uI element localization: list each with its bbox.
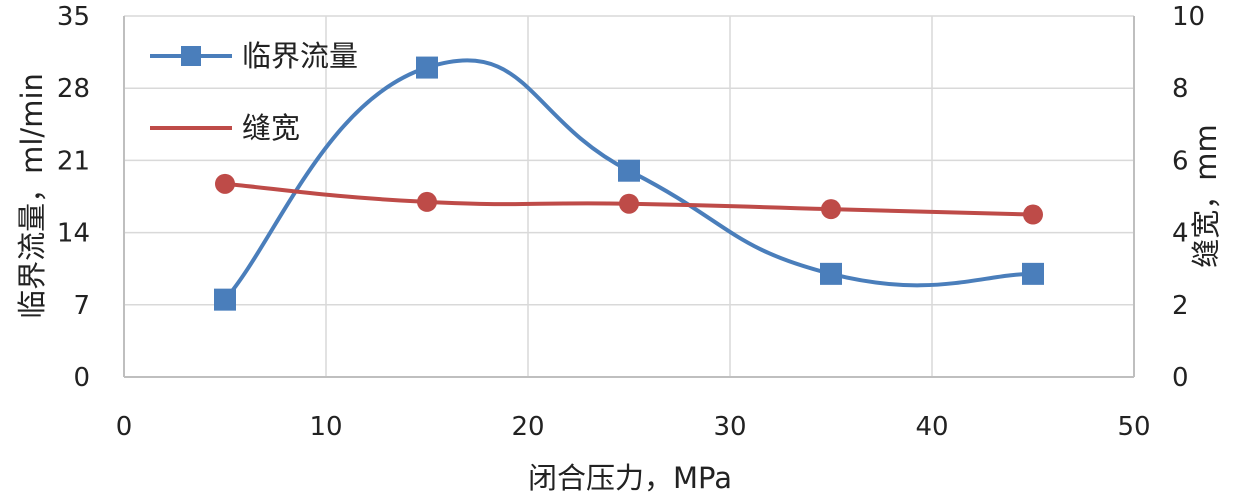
legend-label-width: 缝宽	[242, 111, 300, 145]
y2-axis-title: 缝宽，mm	[1189, 124, 1223, 268]
y2-tick-label-5: 10	[1172, 2, 1205, 32]
y2-tick-label-3: 6	[1172, 146, 1189, 176]
y-tick-label-1: 7	[73, 291, 90, 321]
series-line-0	[223, 58, 1034, 301]
x-tick-label-1: 10	[309, 412, 342, 442]
y-axis-title: 临界流量，ml/min	[15, 73, 49, 319]
series-0-point-1	[416, 56, 438, 79]
y-tick-label-4: 28	[57, 74, 90, 104]
x-axis-title: 闭合压力，MPa	[528, 461, 732, 495]
series-1-point-1	[417, 191, 437, 212]
legend-item-width: 缝宽	[150, 111, 300, 145]
y2-tick-label-4: 8	[1172, 74, 1189, 104]
series-1-point-0	[215, 173, 235, 194]
x-tick-label-0: 0	[116, 412, 133, 442]
x-tick-label-2: 20	[511, 412, 544, 442]
series-0-point-0	[214, 288, 236, 311]
legend: 临界流量 缝宽	[150, 39, 358, 145]
legend-marker-flow	[181, 46, 201, 66]
tick-labels: 0 10 20 30 40 50 0 7 14 21 28 35 0 2 4 6 8 10	[57, 2, 1205, 442]
x-tick-label-4: 40	[915, 412, 948, 442]
series-1-point-2	[619, 193, 639, 214]
y-tick-label-5: 35	[57, 2, 90, 32]
series-0-point-2	[618, 159, 640, 182]
y2-tick-label-1: 2	[1172, 291, 1189, 321]
series-layer	[214, 56, 1044, 311]
series-0-point-4	[1022, 262, 1044, 285]
y2-tick-label-2: 4	[1172, 219, 1189, 249]
series-0-point-3	[820, 262, 842, 285]
x-tick-label-5: 50	[1117, 412, 1150, 442]
legend-label-flow: 临界流量	[242, 39, 358, 73]
y-tick-label-0: 0	[73, 363, 90, 393]
axes	[123, 16, 1135, 378]
y-tick-label-3: 21	[57, 146, 90, 176]
y-tick-label-2: 14	[57, 219, 90, 249]
legend-item-flow: 临界流量	[150, 39, 358, 73]
series-1-point-3	[821, 199, 841, 220]
series-1-point-4	[1023, 204, 1043, 225]
x-tick-label-3: 30	[713, 412, 746, 442]
y2-tick-label-0: 0	[1172, 363, 1189, 393]
